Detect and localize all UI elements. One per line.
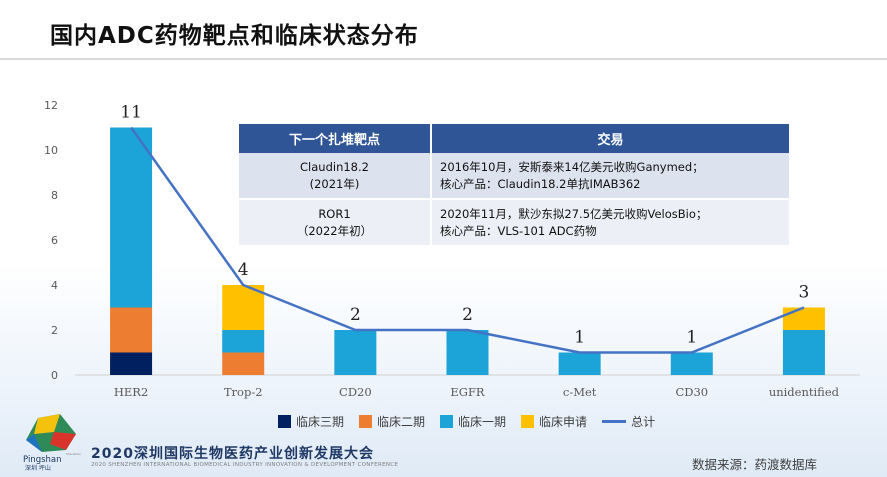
legend-swatch-total	[602, 419, 627, 423]
legend-swatch-application	[521, 414, 535, 428]
deal-table-header-deal: 交易	[431, 124, 789, 153]
legend-swatch-phase2	[359, 414, 373, 428]
legend-label-phase3: 临床三期	[296, 414, 345, 429]
deal-target-cell: Claudin18.2 (2021年)	[239, 153, 432, 200]
logo-tiny-text: Shenzhen	[66, 452, 81, 456]
conference-name-en: 2020 SHENZHEN INTERNATIONAL BIOMEDICAL I…	[91, 462, 399, 468]
bar-segment	[110, 127, 153, 308]
legend-label-application: 临床申请	[539, 414, 588, 429]
legend-item-application: 临床申请	[521, 413, 587, 430]
logo-shape-blue	[26, 434, 42, 452]
deal-line: 2020年11月，默沙东拟27.5亿美元收购VelosBio；	[440, 206, 708, 221]
deal-target-name: ROR1	[318, 206, 351, 221]
data-label: 4	[238, 260, 249, 280]
deal-description-cell: 2020年11月，默沙东拟27.5亿美元收购VelosBio； 核心产品：VLS…	[431, 199, 789, 245]
bar-segment	[446, 330, 489, 375]
legend-swatch-phase1	[440, 414, 454, 428]
bar-segment	[558, 352, 601, 375]
logo-brand-cn: 深圳 坪山	[25, 464, 51, 472]
category-label: CD30	[675, 385, 708, 399]
category-label: Trop-2	[224, 385, 263, 399]
deal-product-line: 核心产品：VLS-101 ADC药物	[440, 223, 597, 238]
deal-line: 2016年10月，安斯泰来14亿美元收购Ganymed；	[440, 159, 704, 174]
category-label-group: HER2 Trop-2 CD20 EGFR c-Met CD30 unidentified	[114, 385, 840, 399]
legend-item-phase3: 临床三期	[278, 413, 344, 430]
deal-description-cell: 2016年10月，安斯泰来14亿美元收购Ganymed； 核心产品：Claudi…	[431, 153, 789, 200]
y-tick-label: 6	[51, 234, 58, 247]
y-tick-label: 4	[51, 279, 58, 292]
deal-table-row: ROR1 （2022年初） 2020年11月，默沙东拟27.5亿美元收购Velo…	[239, 199, 789, 245]
legend-item-phase2: 临床二期	[359, 413, 425, 430]
y-tick-label: 12	[44, 99, 58, 112]
chart-legend: 临床三期 临床二期 临床一期 临床申请 总计	[278, 412, 670, 430]
deal-table: 下一个扎堆靶点 交易 Claudin18.2 (2021年) 2016年10月，…	[239, 124, 789, 245]
bar-segment	[670, 352, 713, 375]
pingshan-logo: Shenzhen Pingshan 深圳 坪山	[23, 414, 81, 472]
logo-brand-en: Pingshan	[23, 455, 62, 465]
y-tick-label: 2	[51, 324, 58, 337]
legend-label-phase1: 临床一期	[458, 414, 507, 429]
data-label: 2	[462, 305, 473, 325]
legend-item-total: 总计	[602, 413, 655, 430]
category-label: EGFR	[450, 385, 485, 399]
y-tick-label: 8	[51, 189, 58, 202]
legend-label-total: 总计	[631, 414, 656, 429]
conference-name: 2020深圳国际生物医药产业创新发展大会	[91, 446, 374, 462]
bar-segment	[222, 352, 265, 375]
title-divider	[0, 58, 887, 60]
bar-segment	[110, 352, 153, 375]
y-tick-label: 0	[51, 369, 58, 382]
deal-target-year: （2022年初）	[296, 223, 373, 238]
data-label: 1	[686, 328, 697, 348]
bar-segment	[334, 330, 377, 375]
slide-title: 国内ADC药物靶点和临床状态分布	[50, 23, 419, 49]
deal-target-year: (2021年)	[309, 176, 360, 191]
deal-target-cell: ROR1 （2022年初）	[239, 199, 432, 245]
bar-segment	[110, 307, 153, 353]
y-tick-label: 10	[44, 144, 58, 157]
data-label: 3	[799, 283, 810, 303]
bar-segment	[782, 330, 825, 375]
deal-table-header-target: 下一个扎堆靶点	[239, 124, 432, 153]
deal-target-name: Claudin18.2	[300, 159, 369, 174]
total-line-series	[130, 126, 805, 354]
category-label: unidentified	[769, 385, 840, 399]
category-label: CD20	[339, 385, 372, 399]
category-label: HER2	[114, 385, 148, 399]
bar-group	[110, 127, 825, 375]
data-label: 2	[350, 305, 361, 325]
bar-segment	[782, 307, 825, 330]
data-label: 1	[574, 328, 585, 348]
logo-shape-yellow	[34, 414, 60, 434]
data-source-note: 数据来源：药渡数据库	[692, 457, 818, 472]
category-label: c-Met	[563, 385, 597, 399]
deal-product-line: 核心产品：Claudin18.2单抗IMAB362	[440, 176, 641, 191]
legend-label-phase2: 临床二期	[377, 414, 426, 429]
y-axis: 0 2 4 6 8 10 12	[44, 99, 58, 382]
legend-item-phase1: 临床一期	[440, 413, 506, 430]
bar-segment	[222, 330, 265, 353]
deal-table-row: Claudin18.2 (2021年) 2016年10月，安斯泰来14亿美元收购…	[239, 153, 789, 200]
logo-shape-red	[50, 432, 76, 450]
data-label: 11	[120, 103, 142, 123]
bar-segment	[222, 285, 265, 330]
legend-swatch-phase3	[278, 414, 291, 428]
